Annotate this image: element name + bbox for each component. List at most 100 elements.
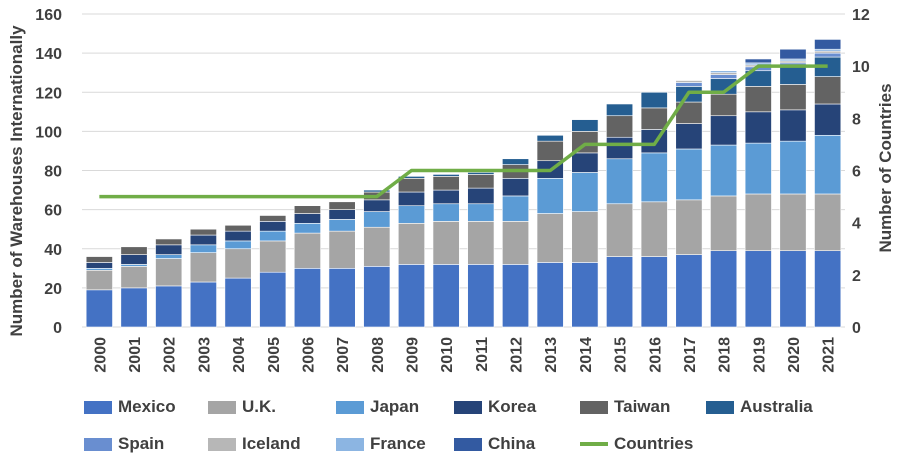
bar-segment-china [814,39,842,50]
bar-segment-australia [606,103,634,117]
bar-segment-korea [467,187,495,205]
bar-segment-korea [606,136,634,160]
bar-segment-mexico [571,262,599,328]
x-tick-label: 2006 [300,337,317,373]
right-axis-ticks: 0 2 4 6 8 10 12 [852,7,870,337]
bar-segment-u-k- [224,248,252,279]
y-tick-label: 100 [35,124,62,141]
bar-segment-taiwan [536,140,564,162]
legend-label: Countries [614,434,694,453]
bar-segment-spain [675,82,703,87]
bar-segment-u-k- [571,211,599,263]
legend-item-mexico: Mexico [84,396,176,418]
left-axis-title: Number of Warehouses Internationally [7,25,26,337]
bar-segment-spain [814,52,842,58]
legend-item-taiwan: Taiwan [580,396,670,418]
y-tick-label: 60 [44,203,62,220]
bar-segment-korea [259,221,287,232]
bar-segment-japan [744,142,772,195]
bar-segment-u-k- [397,223,425,265]
bar-segment-mexico [85,289,113,328]
legend-item-france: France [336,433,426,455]
bar-segment-mexico [155,285,183,328]
bar-segment-japan [259,230,287,242]
x-axis-ticks: 2000 2001 2002 2003 2004 2005 2006 2007 2008 2009… [92,337,837,373]
countries-line-layer [99,64,828,199]
bar-segment-japan [397,205,425,224]
bar-segment-mexico [224,277,252,328]
legend-item-australia: Australia [706,396,813,418]
x-tick-label: 2004 [231,337,248,373]
bar-segment-taiwan [120,246,148,255]
bar-segment-taiwan [328,201,356,210]
bar-segment-taiwan [814,76,842,105]
bar-segment-iceland [675,80,703,83]
right-axis-title: Number of Countries [876,83,895,252]
x-tick-label: 2018 [717,337,734,373]
bar-segment-mexico [640,256,668,328]
bar-segment-taiwan [397,178,425,193]
bar-segment-u-k- [744,193,772,252]
bar-segment-taiwan [259,215,287,222]
bar-segment-korea [189,234,217,246]
bar-segment-taiwan [467,174,495,189]
bar-segment-u-k- [640,201,668,257]
x-tick-label: 2013 [543,337,560,373]
bar-segment-u-k- [328,230,356,269]
bar-segment-u-k- [155,258,183,287]
bar-segment-korea [397,191,425,207]
x-tick-label: 2016 [647,337,664,373]
legend-swatch [336,437,364,451]
x-tick-label: 2003 [196,337,213,373]
legend-swatch [706,400,734,414]
x-tick-label: 2010 [439,337,456,373]
bar-segment-taiwan [155,238,183,246]
bar-segment-mexico [536,262,564,328]
bar-segment-u-k- [606,203,634,257]
bar-segment-u-k- [467,221,495,265]
y-tick-label: 120 [35,85,62,102]
bar-segment-japan [640,152,668,203]
y2-tick-label: 8 [852,111,861,128]
bar-segment-australia [779,66,807,85]
bar-segment-u-k- [814,193,842,252]
legend-swatch [580,400,608,414]
bar-segment-australia [502,158,530,165]
bar-segment-taiwan [606,115,634,138]
y-tick-label: 160 [35,7,62,24]
bar-segment-taiwan [744,86,772,113]
legend-item-korea: Korea [454,396,536,418]
bar-segment-u-k- [363,226,391,267]
bar-segment-china [744,58,772,64]
legend-swatch [580,442,608,446]
bar-segment-mexico [467,264,495,328]
bar-segment-australia [467,172,495,175]
y-tick-label: 0 [53,320,62,337]
bar-segment-korea [675,123,703,150]
y-tick-label: 40 [44,242,62,259]
bar-segment-mexico [744,250,772,328]
bar-segment-mexico [120,287,148,328]
bar-segment-u-k- [432,221,460,265]
legend-label: Mexico [118,397,176,416]
bar-segment-mexico [502,264,530,328]
bar-segment-korea [293,213,321,224]
bar-segment-japan [363,211,391,228]
y2-tick-label: 6 [852,164,861,181]
bar-segment-korea [120,254,148,265]
bar-segment-spain [710,74,738,79]
bar-segment-japan [189,244,217,253]
bar-segment-taiwan [432,176,460,191]
bar-segment-australia [640,91,668,109]
legend-swatch [208,437,236,451]
x-tick-label: 2020 [786,337,803,373]
y2-tick-label: 0 [852,320,861,337]
bar-segment-mexico [293,268,321,328]
legend-swatch [84,400,112,414]
bar-segment-mexico [189,281,217,328]
bar-segment-japan [467,203,495,222]
y2-tick-label: 2 [852,268,861,285]
bar-segment-japan [502,195,530,222]
legend-label: France [370,434,426,453]
